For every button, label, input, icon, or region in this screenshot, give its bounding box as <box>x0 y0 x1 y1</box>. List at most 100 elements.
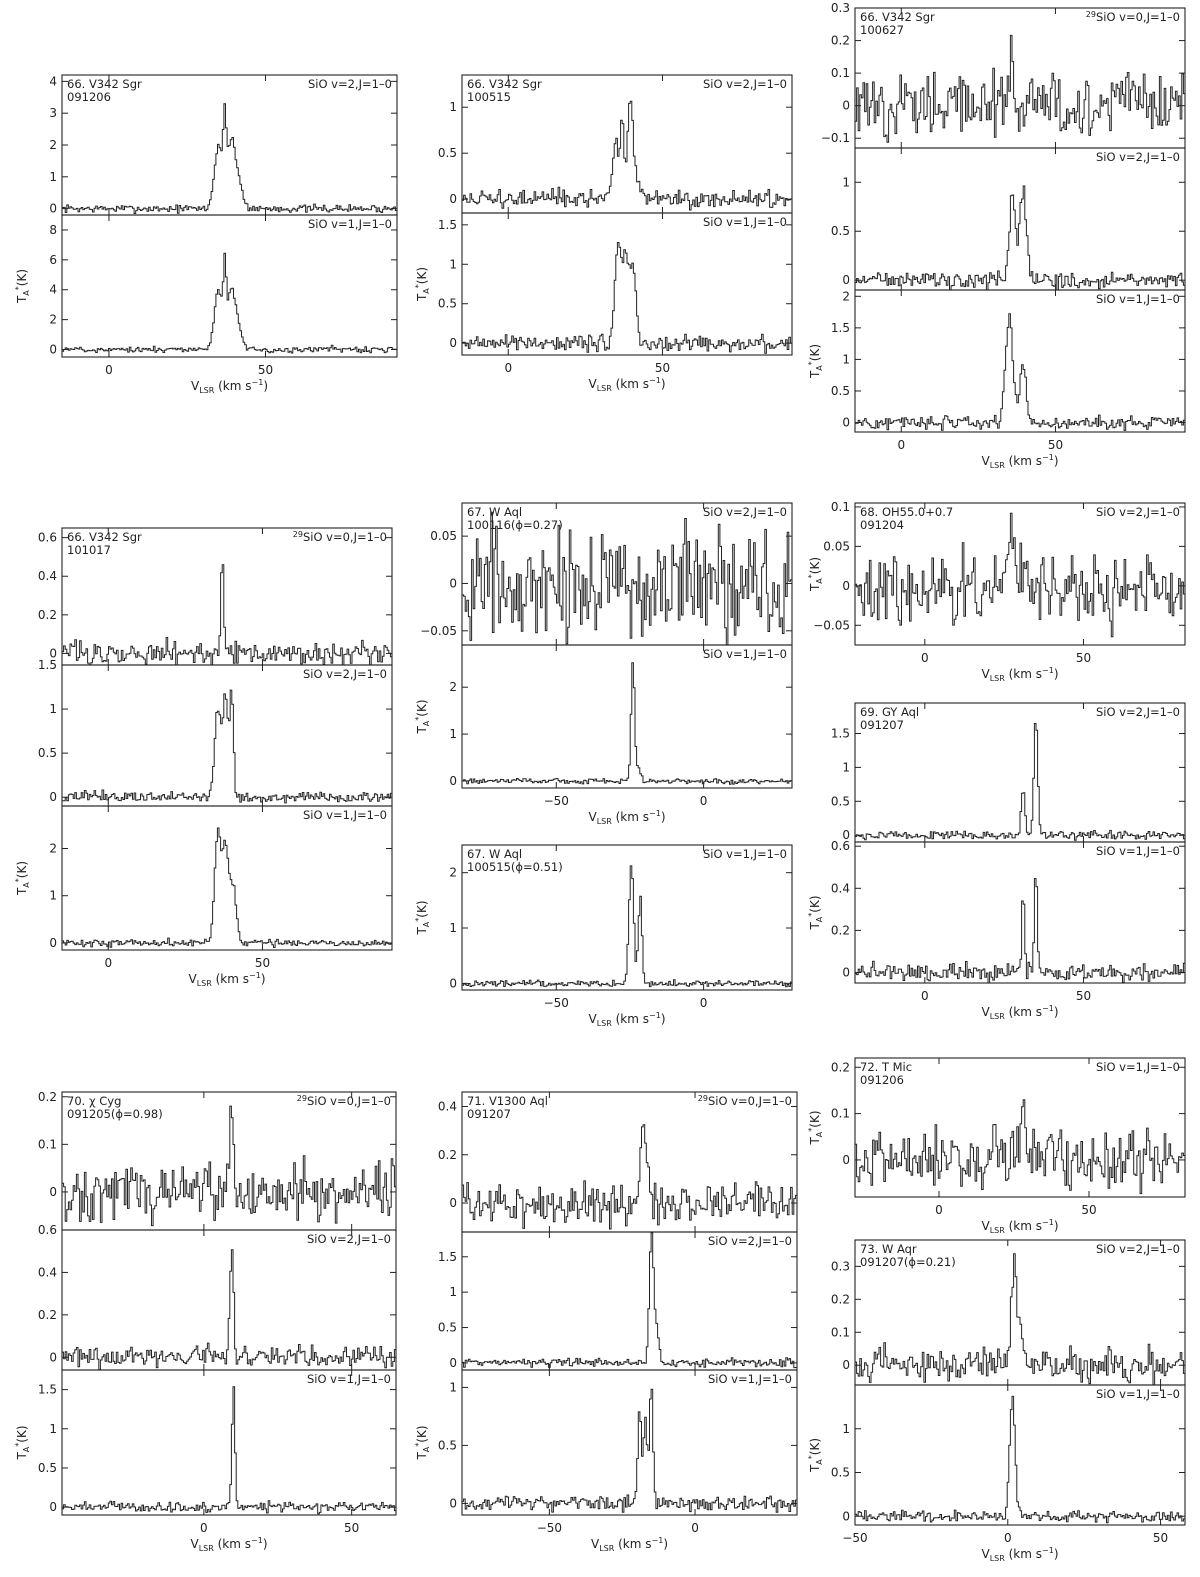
line-label: SiO v=2,J=1–0 <box>708 1234 792 1248</box>
y-tick-label: 0.5 <box>831 384 850 398</box>
spectrum-line <box>855 1099 1185 1195</box>
spectrum-panel: 0 0.5 1 1.5 SiO v=2,J=1–0 <box>438 1231 798 1371</box>
y-tick-label: 0.3 <box>831 1259 850 1273</box>
spectrum-panel: 0 0.5 1 SiO v=2,J=1–0 <box>831 147 1186 291</box>
spectrum-line <box>855 512 1185 638</box>
y-tick-label: 0.1 <box>831 500 850 514</box>
y-tick-label: 1.5 <box>38 658 57 672</box>
spectrum-panel: 0 0.5 1 1.5 SiO v=2,J=1–0 <box>38 658 393 807</box>
x-tick-label: −50 <box>544 996 569 1010</box>
spectrum-panel: 0 2 4 6 8 SiO v=1,J=1–0 <box>49 214 398 358</box>
y-axis-label: TA*(K) <box>807 1438 824 1473</box>
y-tick-label: 0.1 <box>831 1107 850 1121</box>
y-tick-label: 1 <box>49 170 57 184</box>
panel-frame <box>61 1229 397 1371</box>
y-tick-label: 1 <box>49 702 57 716</box>
spectrum-line <box>62 252 397 354</box>
x-axis-label: VLSR (km s−1) <box>982 1546 1059 1563</box>
y-tick-label: 0 <box>449 576 457 590</box>
source-label: 72. T Mic <box>860 1060 912 1074</box>
y-tick-label: 0 <box>449 336 457 350</box>
line-label: 29SiO v=0,J=1–0 <box>698 1094 792 1108</box>
x-axis-label: VLSR (km s−1) <box>982 1218 1059 1235</box>
source-label: 71. V1300 Aql <box>467 1094 548 1108</box>
y-tick-label: 0 <box>49 1185 57 1199</box>
y-tick-label: 2 <box>449 680 457 694</box>
x-axis-label: VLSR (km s−1) <box>591 1536 668 1553</box>
source-label: 69. GY Aql <box>860 705 919 719</box>
source-label: 66. V342 Sgr <box>467 77 542 91</box>
y-tick-label: 0.5 <box>38 746 57 760</box>
y-tick-label: 0 <box>842 1358 850 1372</box>
x-axis-label: VLSR (km s−1) <box>191 378 268 395</box>
y-tick-label: 0.4 <box>38 1265 57 1279</box>
x-axis-label: VLSR (km s−1) <box>982 666 1059 683</box>
y-tick-label: 2 <box>49 313 57 327</box>
line-label: SiO v=1,J=1–0 <box>303 808 387 822</box>
x-tick-label: 50 <box>255 956 270 970</box>
y-tick-label: 2 <box>49 138 57 152</box>
y-tick-label: 0 <box>449 1356 457 1370</box>
line-label: SiO v=1,J=1–0 <box>703 647 787 661</box>
line-label: SiO v=1,J=1–0 <box>708 1372 792 1386</box>
y-tick-label: 0.6 <box>38 531 57 545</box>
panel-frame <box>854 1057 1186 1198</box>
x-tick-label: 0 <box>104 956 112 970</box>
line-label: SiO v=2,J=1–0 <box>308 77 392 91</box>
y-tick-label: 0 <box>49 343 57 357</box>
spectrum-line <box>62 827 392 948</box>
x-tick-label: 50 <box>655 361 670 375</box>
spectrum-line <box>62 1386 396 1515</box>
y-tick-label: 2 <box>49 841 57 855</box>
panel-frame <box>61 805 393 951</box>
y-tick-label: 2 <box>449 866 457 880</box>
line-label: SiO v=1,J=1–0 <box>703 847 787 861</box>
panel-frame <box>461 1231 798 1371</box>
spectrum-line <box>855 878 1185 984</box>
x-axis-label: VLSR (km s−1) <box>189 971 266 988</box>
date-label: 100627 <box>860 23 904 37</box>
x-tick-label: 50 <box>1153 1531 1168 1545</box>
line-label: SiO v=2,J=1–0 <box>1096 1242 1180 1256</box>
y-tick-label: 0 <box>449 976 457 990</box>
spectrum-panel: 0 0.2 0.4 0.6 SiO v=2,J=1–0 <box>38 1223 397 1371</box>
y-tick-label: 1 <box>842 1422 850 1436</box>
date-label: 091207 <box>467 1107 511 1121</box>
x-tick-label: −50 <box>842 1531 867 1545</box>
y-tick-label: 1 <box>449 100 457 114</box>
source-label: 68. OH55.0+0.7 <box>860 505 953 519</box>
source-label: 70. χ Cyg <box>67 1094 121 1108</box>
y-tick-label: 4 <box>49 74 57 88</box>
source-label: 67. W Aql <box>467 847 522 861</box>
x-tick-label: 50 <box>1076 651 1091 665</box>
y-tick-label: −0.05 <box>813 618 850 632</box>
spectrum-line <box>462 1388 797 1513</box>
y-axis-label: TA*(K) <box>414 699 431 734</box>
y-tick-label: 0 <box>49 1350 57 1364</box>
x-tick-label: 0 <box>935 1203 943 1217</box>
y-tick-label: 0.5 <box>831 794 850 808</box>
x-tick-label: 50 <box>1081 1203 1096 1217</box>
y-tick-label: 1.5 <box>831 727 850 741</box>
panel-frame <box>854 289 1186 433</box>
y-tick-label: 0.2 <box>831 1060 850 1074</box>
y-tick-label: 0 <box>49 936 57 950</box>
y-tick-label: 0 <box>842 579 850 593</box>
line-label: 29SiO v=0,J=1–0 <box>293 530 387 544</box>
y-tick-label: 1 <box>449 1285 457 1299</box>
x-tick-label: 0 <box>921 989 929 1003</box>
line-label: SiO v=1,J=1–0 <box>1096 292 1180 306</box>
spectrum-line <box>462 511 792 646</box>
y-tick-label: 0.2 <box>831 34 850 48</box>
line-label: SiO v=2,J=1–0 <box>1096 505 1180 519</box>
y-tick-label: 0 <box>449 1196 457 1210</box>
y-tick-label: 1 <box>49 1422 57 1436</box>
panel-frame <box>461 212 793 356</box>
date-label: 091206 <box>67 90 111 104</box>
